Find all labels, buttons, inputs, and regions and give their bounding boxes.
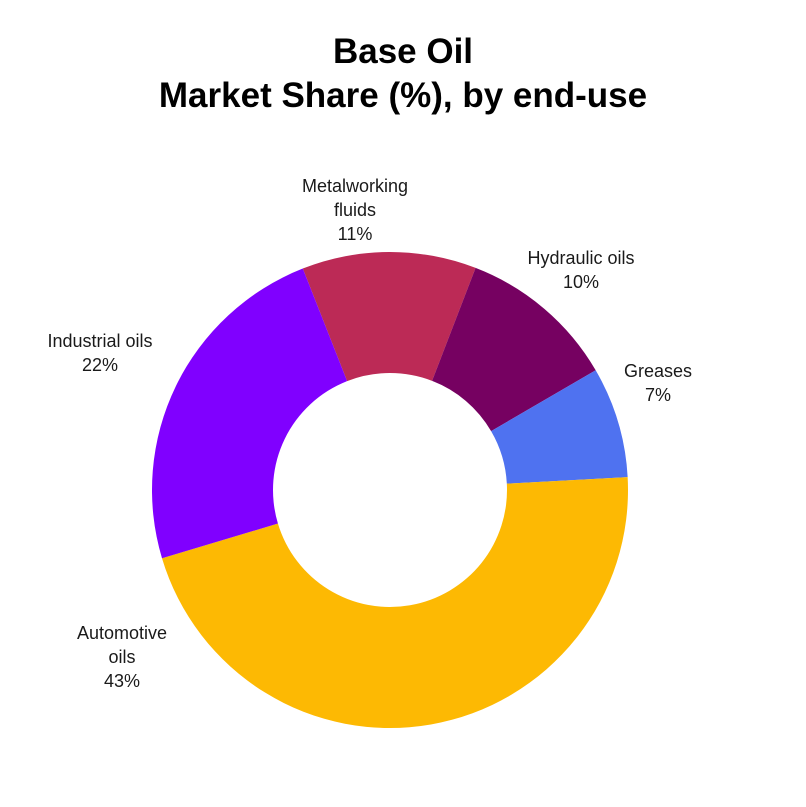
donut-slices [152, 252, 628, 729]
label-text: oils [108, 647, 136, 667]
label-text: Greases [623, 361, 693, 381]
slice-greases [491, 370, 628, 484]
label-text: Industrial oils [47, 331, 153, 351]
label-industrial: Industrial oils 22% [47, 329, 152, 377]
label-value: 10% [562, 272, 600, 292]
label-metalworking: Metalworking fluids 11% [302, 174, 408, 246]
slice-automotive-oils [161, 477, 628, 729]
chart-title-line2: Market Share (%), by end-use [158, 76, 648, 115]
label-text: Hydraulic oils [527, 248, 635, 268]
label-text: Metalworking [301, 176, 409, 196]
label-automotive: Automotive oils 43% [77, 621, 167, 693]
label-hydraulic: Hydraulic oils 10% [527, 246, 634, 294]
slice-industrial-oils [152, 268, 348, 559]
slice-metalworking-fluids [302, 252, 476, 382]
label-value: 22% [81, 355, 119, 375]
label-value: 7% [644, 385, 671, 405]
label-value: 43% [103, 671, 141, 691]
chart-title-line1: Base Oil [332, 32, 474, 71]
slice-hydraulic-oils [432, 267, 596, 432]
label-text: fluids [333, 200, 377, 220]
chart-title: Base Oil Market Share (%), by end-use [0, 30, 806, 118]
label-text: Automotive [76, 623, 168, 643]
label-greases: Greases 7% [624, 359, 692, 407]
label-value: 11% [337, 224, 373, 244]
